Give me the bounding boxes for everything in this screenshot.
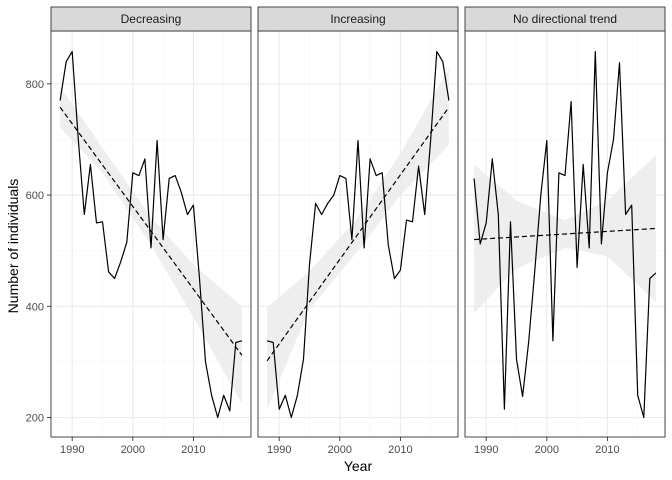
panel-increasing: Increasing 1990 2000 2010 [257,6,459,456]
y-axis-title: Number of individuals [5,179,21,314]
facet-strip-label: Decreasing [121,12,182,26]
x-tick-label: 2010 [388,444,412,456]
facet-strip-label: Increasing [330,12,385,26]
y-tick-label: 800 [26,79,44,91]
x-tick-label: 1990 [60,444,84,456]
x-tick-label: 2000 [121,444,145,456]
x-axis-title: Year [344,458,373,474]
trend-line [474,227,656,241]
facet-strip [257,6,459,32]
x-tick-label: 2010 [595,444,619,456]
series-line [59,50,243,419]
x-tick-label: 1990 [267,444,291,456]
x-tick-label: 2000 [535,444,559,456]
trend-line [266,106,450,362]
y-tick-label: 400 [26,301,44,313]
series-line [266,50,450,419]
panel-no-directional-trend: No directional trend 1990 2000 2010 [464,6,666,456]
x-tick-label: 2010 [181,444,205,456]
y-tick-label: 600 [26,190,44,202]
panels-layer: Decreasing 1990 2000 2010 200 400 600 800 Increa… [26,6,666,456]
x-tick-label: 1990 [474,444,498,456]
facet-strip [50,6,252,32]
series-line [473,50,657,419]
x-tick-label: 2000 [328,444,352,456]
y-tick-label: 200 [26,413,44,425]
facet-strip [464,6,666,32]
facet-strip-label: No directional trend [513,12,617,26]
trend-line [59,106,243,356]
confidence-ribbon [267,68,449,410]
panel-decreasing: Decreasing 1990 2000 2010 200 400 600 800 [26,6,252,456]
